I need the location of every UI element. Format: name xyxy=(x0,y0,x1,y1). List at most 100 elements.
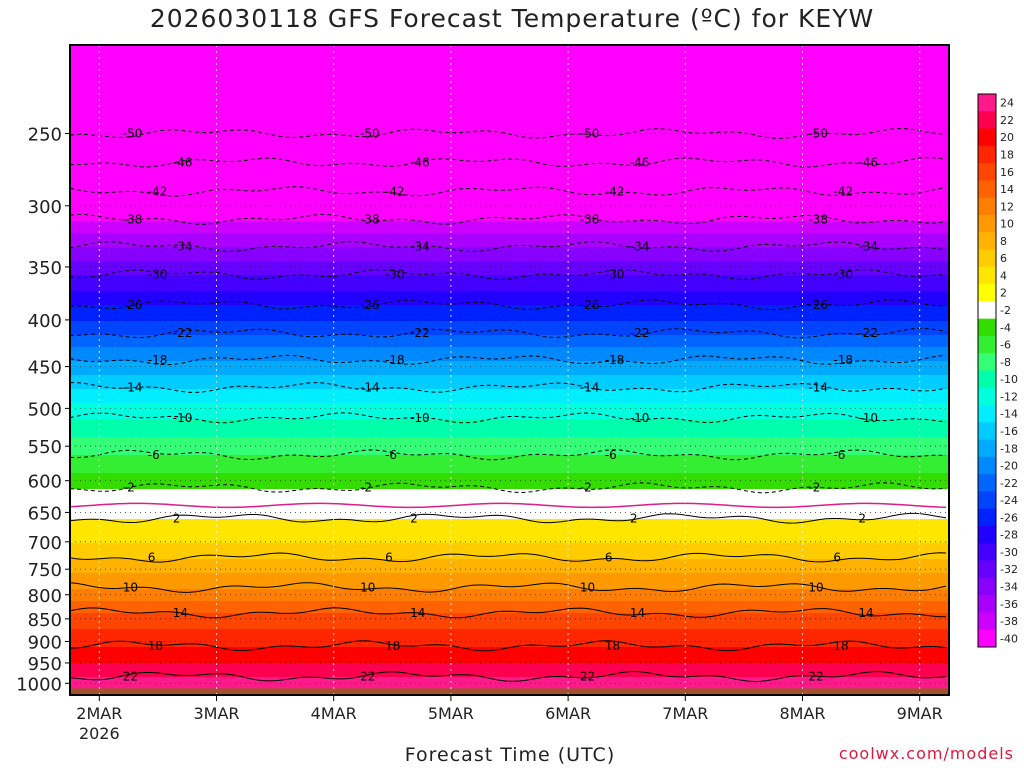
contour-label: 10 xyxy=(360,580,375,594)
colorbar-swatch xyxy=(978,629,996,648)
contour-label: -22 xyxy=(858,326,878,340)
colorbar-label: -22 xyxy=(1000,477,1018,490)
contour-label: 10 xyxy=(808,580,823,594)
colorbar-label: -30 xyxy=(1000,546,1018,559)
colorbar-label: -18 xyxy=(1000,442,1018,455)
colorbar-label: -8 xyxy=(1000,356,1011,369)
colorbar-swatch xyxy=(978,214,996,233)
contour-line xyxy=(70,607,946,619)
x-tick-label: 3MAR xyxy=(193,704,239,723)
colorbar-label: 22 xyxy=(1000,114,1014,127)
colorbar-swatch xyxy=(978,301,996,320)
colorbar-label: -32 xyxy=(1000,563,1018,576)
colorbar-swatch xyxy=(978,249,996,268)
contour-label: -22 xyxy=(173,326,193,340)
contour-label: -42 xyxy=(605,184,625,198)
y-tick-label: 750 xyxy=(28,560,62,581)
contour-label: 14 xyxy=(173,606,188,620)
contour-label: -34 xyxy=(858,240,878,254)
contour-label: 14 xyxy=(410,606,425,620)
contour-line xyxy=(70,512,947,524)
colorbar-swatch xyxy=(978,526,996,544)
contour-label: -18 xyxy=(385,353,405,367)
x-tick-label: 4MAR xyxy=(311,704,357,723)
colorbar-swatch xyxy=(978,508,996,527)
colorbar-swatch xyxy=(978,577,996,596)
contour-label: 10 xyxy=(123,580,138,594)
x-tick-year: 2026 xyxy=(79,724,120,743)
contour-label: 22 xyxy=(808,669,823,683)
colorbar-swatch xyxy=(978,353,996,371)
colorbar-label: 20 xyxy=(1000,131,1014,144)
colorbar-swatch xyxy=(978,335,996,354)
colorbar-label: 24 xyxy=(1000,97,1014,110)
contour-label: -6 xyxy=(833,448,845,462)
colorbar-swatch xyxy=(978,318,996,337)
contour-line xyxy=(70,670,947,683)
colorbar-label: 16 xyxy=(1000,166,1014,179)
x-tick-label: 8MAR xyxy=(779,704,825,723)
contour-label: 6 xyxy=(605,550,613,564)
contour-label: 18 xyxy=(833,639,848,653)
contour-label: -10 xyxy=(410,411,430,425)
contour-line xyxy=(70,327,947,339)
contour-label: -34 xyxy=(630,240,650,254)
contour-label: -34 xyxy=(410,240,430,254)
contour-label: 2 xyxy=(410,511,418,525)
contour-label: -26 xyxy=(123,298,143,312)
colorbar-label: 12 xyxy=(1000,200,1014,213)
colorbar-swatch xyxy=(978,560,996,579)
contour-label: 2 xyxy=(630,511,638,525)
colorbar-swatch xyxy=(978,387,996,406)
colorbar-label: -14 xyxy=(1000,408,1018,421)
colorbar-swatch xyxy=(978,422,996,441)
contour-label: -50 xyxy=(360,126,380,140)
colorbar-swatch xyxy=(978,163,996,181)
colorbar-swatch xyxy=(978,94,996,112)
contour-label: 18 xyxy=(148,639,163,653)
y-tick-label: 650 xyxy=(28,503,62,524)
y-tick-label: 550 xyxy=(28,437,62,458)
contour-label: 2 xyxy=(173,511,181,525)
contour-label: -18 xyxy=(605,353,625,367)
contour-label: -46 xyxy=(858,155,878,169)
contour-label: -42 xyxy=(385,184,405,198)
contour-label: -22 xyxy=(410,326,430,340)
contour-label: 22 xyxy=(360,669,375,683)
colorbar-frame xyxy=(977,93,997,648)
contour-label: 22 xyxy=(580,669,595,683)
colorbar-swatch xyxy=(978,128,996,147)
colorbar-swatch xyxy=(978,370,996,389)
colorbar-label: 10 xyxy=(1000,218,1014,231)
y-tick-label: 900 xyxy=(28,632,62,653)
colorbar-swatch xyxy=(978,456,996,475)
y-tick-label: 800 xyxy=(28,586,62,607)
contour-label: -30 xyxy=(605,267,625,281)
x-tick-label: 6MAR xyxy=(545,704,591,723)
colorbar-label: -4 xyxy=(1000,321,1011,334)
x-tick-label: 5MAR xyxy=(428,704,474,723)
colorbar-swatch xyxy=(978,491,996,510)
x-tick-label: 7MAR xyxy=(662,704,708,723)
colorbar-label: -24 xyxy=(1000,494,1018,507)
surface-band xyxy=(70,688,949,695)
contour-label: 2 xyxy=(858,511,866,525)
contour-line xyxy=(70,482,947,494)
contour-label: -14 xyxy=(360,380,380,394)
contour-label: -38 xyxy=(360,212,380,226)
y-tick-label: 350 xyxy=(28,258,62,279)
colorbar-label: -40 xyxy=(1000,632,1018,645)
colorbar-swatch xyxy=(978,111,996,130)
y-tick-label: 600 xyxy=(28,472,62,493)
colorbar-swatch xyxy=(978,197,996,216)
contour-label: -14 xyxy=(123,380,143,394)
colorbar-label: 6 xyxy=(1000,252,1007,265)
contour-label: -50 xyxy=(580,126,600,140)
contour-line xyxy=(70,382,947,393)
contour-label: -26 xyxy=(580,298,600,312)
contour-label: -2 xyxy=(580,481,592,495)
colorbar-label: -10 xyxy=(1000,373,1018,386)
contour-label: 14 xyxy=(858,606,873,620)
y-tick-label: 950 xyxy=(28,654,62,675)
contour-label: -18 xyxy=(148,353,168,367)
